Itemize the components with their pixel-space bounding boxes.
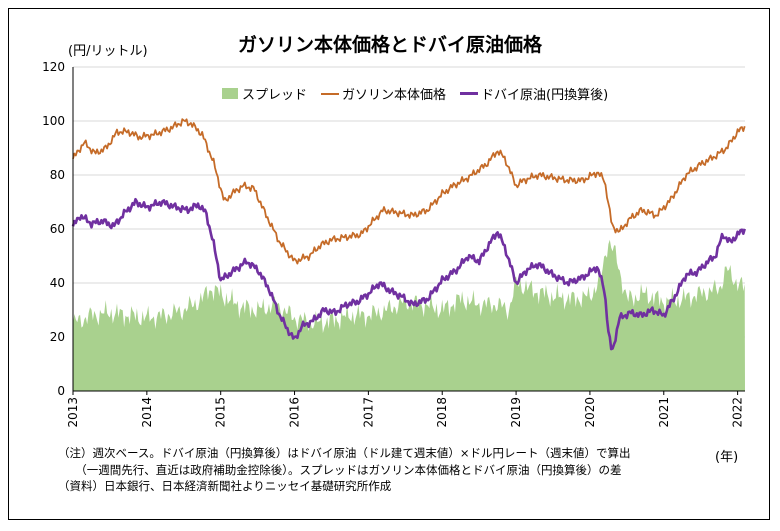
y-tick-label: 80 — [50, 168, 65, 182]
y-axis-unit-label: (円/リットル) — [68, 44, 148, 59]
chart-legend: スプレッド ガソリン本体価格 ドバイ原油(円換算後) — [222, 84, 622, 103]
x-tick-label: 2020 — [583, 397, 597, 428]
x-tick-label: 2015 — [214, 397, 228, 428]
y-tick-label: 20 — [50, 330, 65, 344]
line-series-dubai — [71, 197, 746, 351]
x-tick-label: 2022 — [731, 397, 745, 428]
y-tick-label: 0 — [57, 384, 65, 398]
x-tick-label: 2014 — [140, 397, 154, 428]
chart-frame — [8, 8, 770, 520]
legend-item-gasoline: ガソリン本体価格 — [321, 84, 446, 103]
y-tick-label: 40 — [50, 276, 65, 290]
legend-item-dubai: ドバイ原油(円換算後) — [460, 84, 608, 103]
area-series-spread — [73, 239, 745, 391]
x-tick-label: 2018 — [435, 397, 449, 428]
chart-title: ガソリン本体価格とドバイ原油価格 — [237, 34, 542, 56]
x-axis-unit-label: (年) — [715, 450, 739, 465]
x-tick-label: 2013 — [66, 397, 80, 428]
x-tick-label: 2016 — [288, 397, 302, 428]
note-line-2: （一週間先行、直近は政府補助金控除後）。スプレッドはガソリン本体価格とドバイ原油… — [58, 462, 622, 477]
legend-label-spread: スプレッド — [242, 88, 308, 103]
x-tick-label: 2021 — [657, 397, 671, 428]
x-tick-label: 2019 — [509, 397, 523, 428]
x-tick-label: 2017 — [361, 397, 375, 428]
line-series-gasoline — [72, 118, 746, 265]
legend-item-spread: スプレッド — [222, 84, 307, 103]
y-tick-label: 100 — [42, 114, 65, 128]
legend-swatch-dubai — [460, 92, 479, 95]
legend-label-gasoline: ガソリン本体価格 — [342, 88, 447, 103]
chart-notes: （注）週次ベース。ドバイ原油（円換算後）はドバイ原油（ドル建て週末値）×ドル円レ… — [58, 445, 631, 495]
y-tick-label: 60 — [50, 222, 65, 236]
note-line-3: （資料）日本銀行、日本経済新聞社よりニッセイ基礎研究所作成 — [58, 479, 392, 493]
legend-swatch-gasoline — [321, 92, 340, 95]
legend-label-dubai: ドバイ原油(円換算後) — [481, 88, 609, 103]
legend-swatch-spread — [222, 88, 238, 99]
note-line-1: （注）週次ベース。ドバイ原油（円換算後）はドバイ原油（ドル建て週末値）×ドル円レ… — [58, 446, 631, 460]
y-tick-label: 120 — [42, 60, 65, 74]
